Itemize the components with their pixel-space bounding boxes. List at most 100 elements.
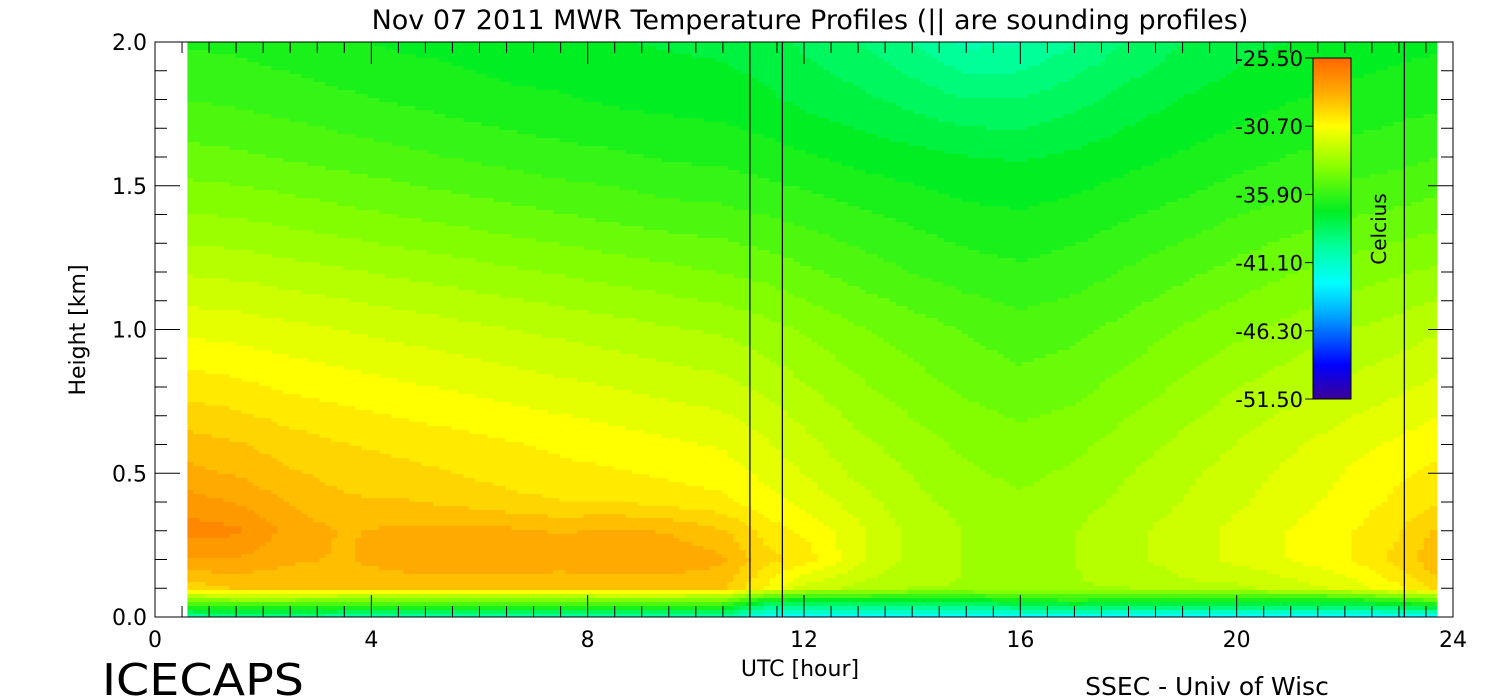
heatmap-cell [746,54,753,59]
heatmap-cell [752,90,759,95]
heatmap-cell [530,106,537,111]
heatmap-cell [932,78,939,83]
heatmap-cell [1172,46,1179,51]
heatmap-cell [1190,110,1197,115]
heatmap-cell [764,118,771,123]
heatmap-cell [704,126,711,131]
heatmap-cell [770,122,777,127]
heatmap-cell [409,78,416,83]
heatmap-cell [241,110,248,115]
heatmap-cell [1214,90,1221,95]
heatmap-cell [674,106,681,111]
heatmap-cell [289,110,296,115]
heatmap-cell [1028,74,1035,79]
heatmap-cell [301,126,308,131]
heatmap-cell [938,90,945,95]
heatmap-cell [968,98,975,103]
heatmap-cell [656,86,663,91]
heatmap-cell [1088,54,1095,59]
heatmap-cell [421,106,428,111]
heatmap-cell [319,50,326,55]
heatmap-cell [668,130,675,135]
heatmap-cell [1142,70,1149,75]
heatmap-cell [656,42,663,47]
heatmap-cell [301,54,308,59]
heatmap-cell [650,106,657,111]
heatmap-cell [1088,66,1095,71]
heatmap-cell [379,50,386,55]
heatmap-cell [343,130,350,135]
heatmap-cell [842,58,849,63]
heatmap-cell [1064,106,1071,111]
heatmap-cell [451,62,458,67]
heatmap-cell [1364,78,1371,83]
heatmap-cell [283,122,290,127]
heatmap-cell [1430,90,1437,95]
heatmap-cell [968,110,975,115]
heatmap-cell [1244,98,1251,103]
heatmap-cell [902,46,909,51]
heatmap-cell [734,46,741,51]
heatmap-cell [193,78,200,83]
heatmap-cell [313,130,320,135]
heatmap-cell [842,46,849,51]
heatmap-cell [1148,42,1155,47]
heatmap-cell [1082,50,1089,55]
heatmap-cell [445,42,452,47]
heatmap-cell [932,62,939,67]
heatmap-cell [818,122,825,127]
heatmap-cell [872,130,879,135]
heatmap-cell [710,82,717,87]
heatmap-cell [277,46,284,51]
heatmap-cell [854,50,861,55]
heatmap-cell [1088,86,1095,91]
heatmap-cell [770,82,777,87]
heatmap-cell [439,86,446,91]
heatmap-cell [626,94,633,99]
heatmap-cell [241,90,248,95]
heatmap-cell [920,118,927,123]
heatmap-cell [259,82,266,87]
heatmap-cell [1184,122,1191,127]
heatmap-cell [734,86,741,91]
heatmap-cell [1064,78,1071,83]
heatmap-cell [884,134,891,139]
heatmap-cell [445,90,452,95]
heatmap-cell [379,118,386,123]
heatmap-cell [1208,122,1215,127]
heatmap-cell [914,130,921,135]
heatmap-cell [1076,50,1083,55]
heatmap-cell [1208,50,1215,55]
heatmap-cell [1220,114,1227,119]
heatmap-cell [626,58,633,63]
heatmap-cell [566,102,573,107]
heatmap-cell [1106,90,1113,95]
heatmap-cell [403,66,410,71]
heatmap-cell [728,134,735,139]
heatmap-cell [518,90,525,95]
heatmap-cell [902,66,909,71]
heatmap-cell [620,134,627,139]
heatmap-cell [217,74,224,79]
heatmap-cell [860,66,867,71]
heatmap-cell [956,74,963,79]
heatmap-cell [1130,50,1137,55]
heatmap-cell [469,78,476,83]
heatmap-cell [674,50,681,55]
heatmap-cell [758,98,765,103]
heatmap-cell [596,98,603,103]
heatmap-cell [409,114,416,119]
heatmap-cell [1196,50,1203,55]
heatmap-cell [836,102,843,107]
heatmap-cell [854,54,861,59]
heatmap-cell [524,70,531,75]
heatmap-cell [860,98,867,103]
heatmap-cell [1082,118,1089,123]
heatmap-cell [938,102,945,107]
heatmap-cell [259,90,266,95]
heatmap-cell [1172,42,1179,47]
heatmap-cell [301,66,308,71]
heatmap-cell [469,58,476,63]
heatmap-cell [1196,110,1203,115]
heatmap-cell [367,46,374,51]
